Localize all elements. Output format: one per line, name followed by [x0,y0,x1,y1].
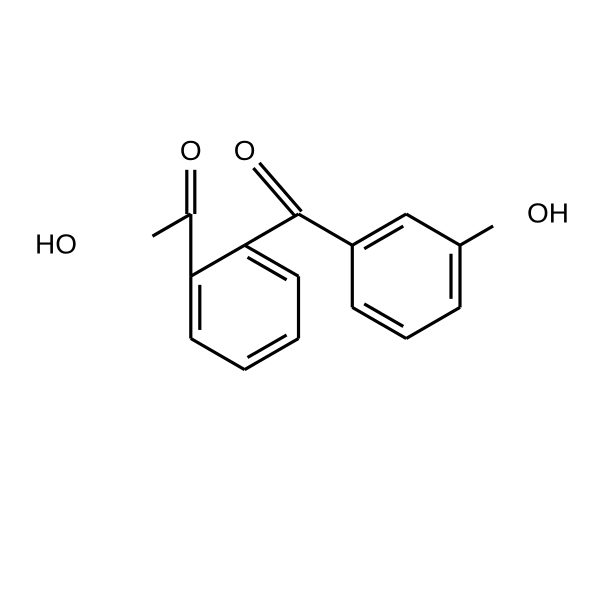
bond [152,214,190,236]
bond [406,214,460,245]
bond [248,335,287,358]
bond [406,307,460,338]
bond [460,226,493,245]
molecule-diagram: O O HO OH [0,0,600,600]
bond [259,163,301,212]
bond [299,214,353,245]
bond [364,226,403,249]
atom-label: HO [35,229,77,260]
bond [248,257,287,280]
bond [253,168,295,217]
bond [191,245,245,276]
bond [191,339,245,370]
atom-label: O [180,135,202,166]
atom-label: OH [527,197,569,228]
bond [245,214,299,245]
atom-label: O [234,135,256,166]
bond [364,304,403,327]
